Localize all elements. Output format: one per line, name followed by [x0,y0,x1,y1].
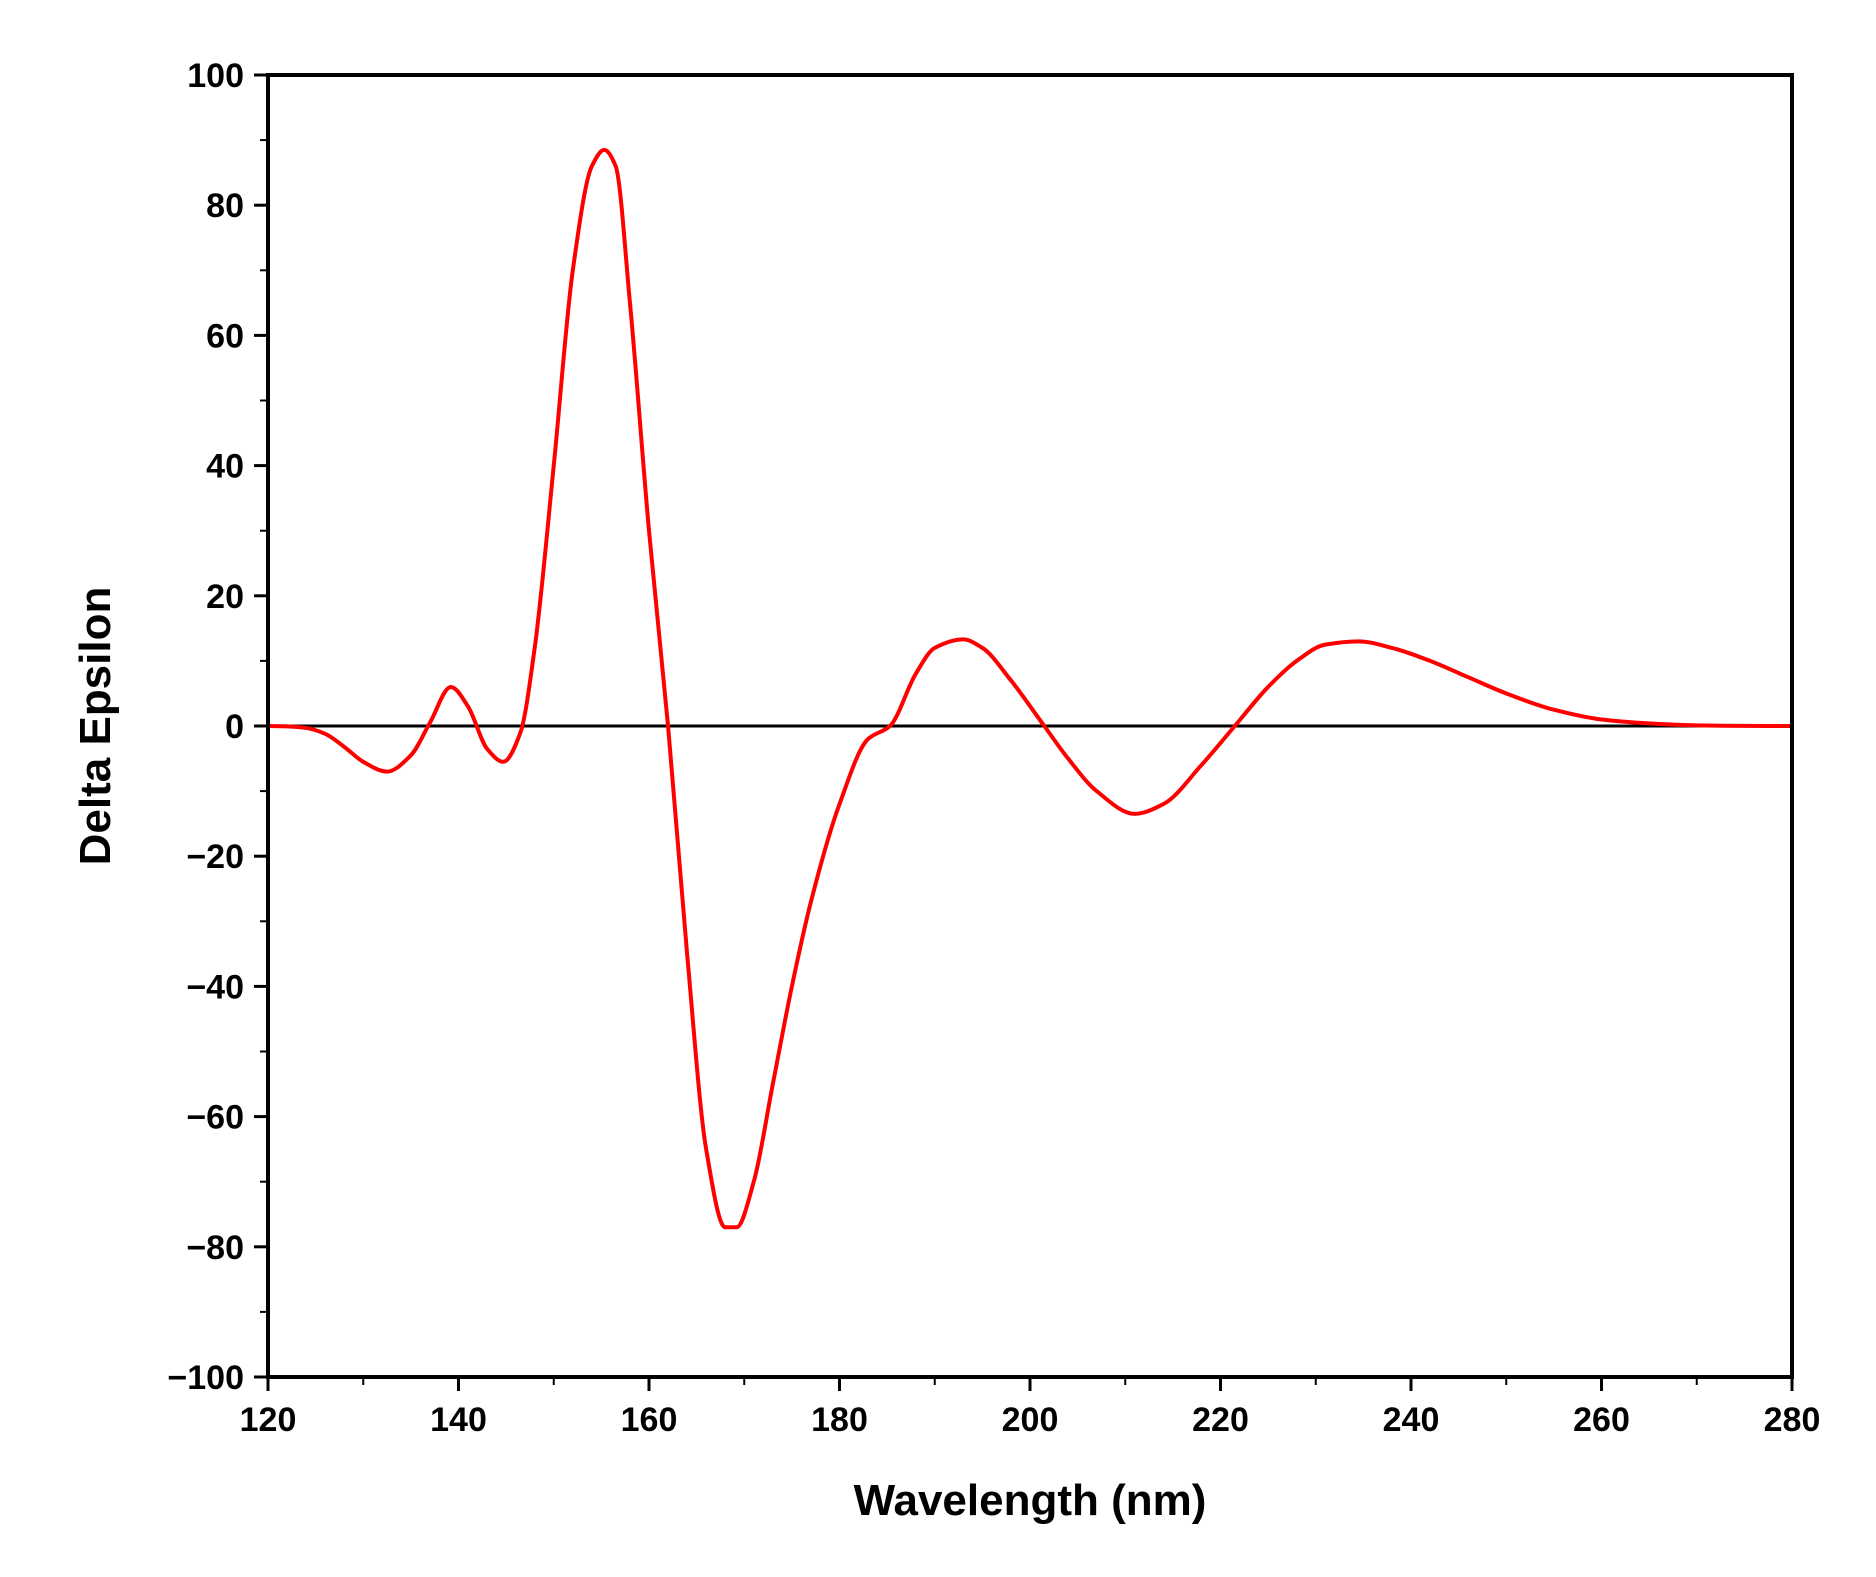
x-tick-label: 200 [1002,1401,1059,1439]
x-tick-label: 280 [1764,1401,1821,1439]
x-tick-label: 220 [1192,1401,1249,1439]
plot-frame [266,73,1794,1379]
y-tick-label: 100 [187,57,244,95]
y-tick-label: 60 [206,317,244,355]
y-tick-label: 40 [206,448,244,486]
y-tick-label: 20 [206,578,244,616]
x-tick-label: 120 [240,1401,297,1439]
axis-tick-labels: 120 140 160 180 200 220 240 260 280100806040200−… [167,57,1820,1439]
y-tick-label: 0 [225,708,244,746]
y-tick-label: −100 [167,1359,244,1397]
y-tick-label: −40 [186,968,244,1006]
y-tick-label: −20 [186,838,244,876]
y-axis-title: Delta Epsilon [71,587,120,866]
y-tick-label: 80 [206,187,244,225]
y-tick-label: −60 [186,1099,244,1137]
x-tick-label: 160 [621,1401,678,1439]
x-tick-label: 180 [811,1401,868,1439]
x-tick-label: 240 [1383,1401,1440,1439]
x-tick-label: 140 [430,1401,487,1439]
x-tick-label: 260 [1573,1401,1630,1439]
series-line [266,147,1794,1230]
y-tick-label: −80 [186,1229,244,1267]
x-axis-title: Wavelength (nm) [854,1476,1207,1525]
